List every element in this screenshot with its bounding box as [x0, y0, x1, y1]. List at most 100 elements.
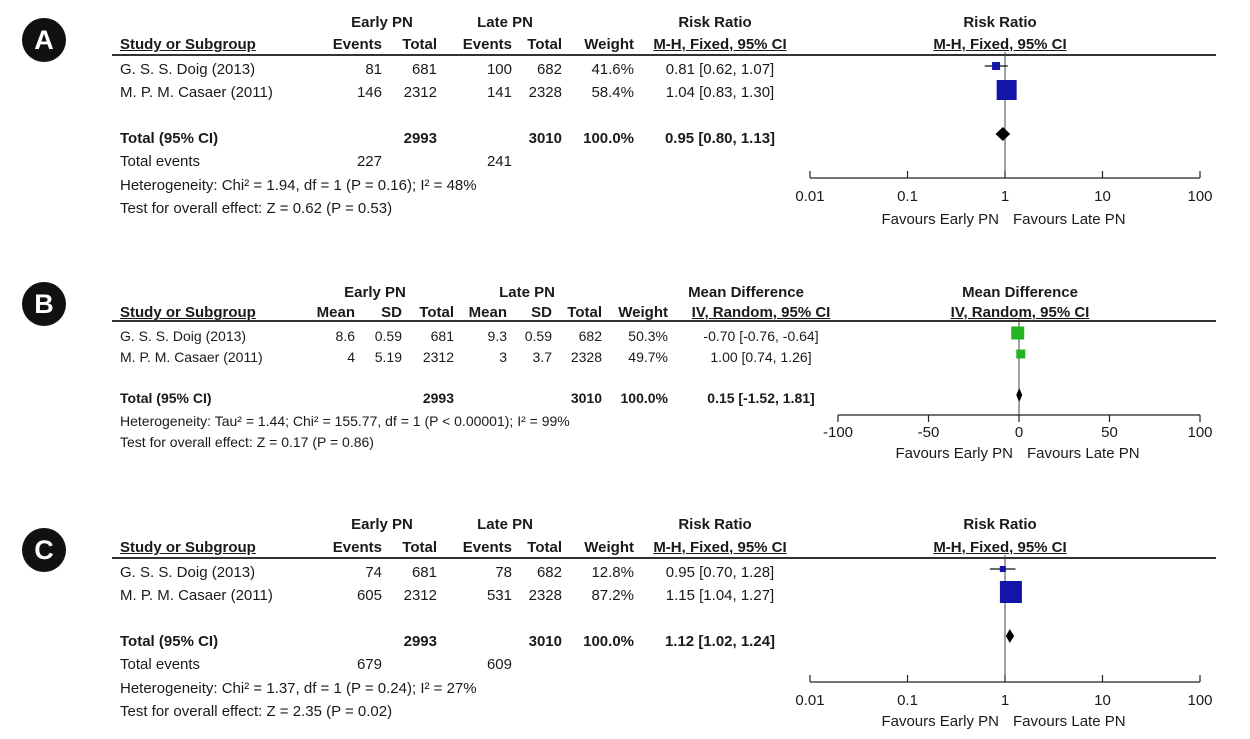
total-cell: 100.0%	[583, 633, 634, 650]
study-point-marker	[992, 62, 1001, 70]
col-header-study: Study or Subgroup	[120, 539, 256, 556]
x-tick-label: 1	[1001, 188, 1009, 205]
study-cell: 3	[499, 349, 507, 365]
study-point-marker	[1011, 326, 1025, 340]
forest-panel-a: A Early PN Late PN Risk Ratio Risk Ratio…	[0, 0, 1250, 240]
x-tick-label: 10	[1094, 188, 1111, 205]
events-name: Total events	[120, 656, 201, 673]
total-ci: 1.12 [1.02, 1.24]	[664, 633, 776, 650]
study-cell: 9.3	[487, 328, 507, 344]
col-header-weight: Weight	[618, 304, 668, 321]
study-cell: 2312	[422, 349, 454, 365]
study-cell: 682	[536, 61, 562, 78]
study-point-marker	[999, 566, 1006, 572]
study-cell: 681	[411, 61, 437, 78]
study-cell: 681	[430, 328, 454, 344]
total-name: Total (95% CI)	[120, 633, 219, 650]
study-ci: 0.81 [0.62, 1.07]	[665, 61, 775, 78]
heterogeneity: Heterogeneity: Chi² = 1.94, df = 1 (P = …	[120, 177, 477, 194]
forest-plot-a: 0.01 0.1 1 10 100 Favours Early PN Favours Lat…	[795, 52, 1213, 228]
study-cell: 681	[411, 564, 437, 581]
total-cell: 100.0%	[583, 130, 634, 147]
header-rule	[112, 557, 1216, 559]
x-tick-label: -50	[918, 424, 940, 441]
study-name: G. S. S. Doig (2013)	[120, 564, 256, 581]
study-ci: -0.70 [-0.76, -0.64]	[703, 328, 819, 344]
study-cell: 100	[486, 61, 512, 78]
total-cell: 3010	[528, 633, 562, 650]
col-header-sd-late: SD	[531, 304, 552, 321]
effect-header: Mean Difference	[688, 284, 804, 301]
col-header-events-late: Events	[462, 36, 512, 53]
heterogeneity: Heterogeneity: Tau² = 1.44; Chi² = 155.7…	[120, 413, 570, 429]
study-cell: 81	[365, 61, 382, 78]
study-ci: 0.95 [0.70, 1.28]	[665, 564, 775, 581]
total-name: Total (95% CI)	[120, 130, 219, 147]
study-name: M. P. M. Casaer (2011)	[120, 84, 273, 101]
events-cell: 227	[356, 153, 382, 170]
study-cell: 141	[486, 84, 512, 101]
overall-effect: Test for overall effect: Z = 0.17 (P = 0…	[120, 434, 374, 450]
col-header-total-late: Total	[567, 304, 602, 321]
total-ci: 0.15 [-1.52, 1.81]	[707, 390, 815, 406]
study-name: M. P. M. Casaer (2011)	[120, 587, 273, 604]
study-cell: 8.6	[335, 328, 355, 344]
effect-header: Risk Ratio	[678, 516, 752, 533]
study-cell: 682	[578, 328, 602, 344]
x-tick-label: 100	[1187, 188, 1212, 205]
header-rule	[112, 54, 1216, 56]
group-header-early: Early PN	[351, 14, 413, 31]
plot-method-header: M-H, Fixed, 95% CI	[933, 539, 1067, 556]
x-tick-label: 0.1	[897, 188, 918, 205]
group-header-late: Late PN	[477, 516, 533, 533]
total-diamond	[1016, 388, 1023, 402]
study-cell: 2312	[403, 587, 437, 604]
study-point-marker	[999, 581, 1022, 603]
events-cell: 241	[486, 153, 512, 170]
group-header-early: Early PN	[351, 516, 413, 533]
study-ci: 1.00 [0.74, 1.26]	[710, 349, 812, 365]
plot-header: Mean Difference	[962, 284, 1078, 301]
overall-effect: Test for overall effect: Z = 2.35 (P = 0…	[120, 703, 393, 720]
study-cell: 146	[356, 84, 382, 101]
col-header-total-late: Total	[527, 539, 562, 556]
total-cell: 2993	[403, 130, 437, 147]
x-tick-label: 100	[1187, 692, 1212, 709]
col-header-events-early: Events	[332, 36, 382, 53]
study-cell: 0.59	[374, 328, 402, 344]
study-cell: 49.7%	[628, 349, 668, 365]
col-header-weight: Weight	[584, 36, 634, 53]
col-header-total-late: Total	[527, 36, 562, 53]
study-ci: 1.15 [1.04, 1.27]	[665, 587, 775, 604]
forest-panel-c: C Early PN Late PN Risk Ratio Risk Ratio…	[0, 502, 1250, 739]
study-cell: 50.3%	[628, 328, 668, 344]
col-header-study: Study or Subgroup	[120, 36, 256, 53]
group-header-late: Late PN	[499, 284, 555, 301]
events-name: Total events	[120, 153, 201, 170]
total-cell: 3010	[528, 130, 562, 147]
study-cell: 682	[536, 564, 562, 581]
total-diamond	[1005, 629, 1015, 643]
x-tick-label: 50	[1101, 424, 1118, 441]
header-rule	[112, 320, 1216, 322]
x-tick-label: 100	[1187, 424, 1212, 441]
col-header-ci: IV, Random, 95% CI	[691, 304, 831, 321]
study-cell: 3.7	[532, 349, 552, 365]
study-name: M. P. M. Casaer (2011)	[120, 349, 263, 365]
col-header-mean-early: Mean	[316, 304, 355, 321]
forest-panel-b: B Early PN Late PN Mean Difference Mean …	[0, 268, 1250, 478]
favours-left-label: Favours Early PN	[895, 445, 1013, 462]
plot-header: Risk Ratio	[963, 14, 1037, 31]
col-header-ci: M-H, Fixed, 95% CI	[653, 539, 787, 556]
plot-method-header: M-H, Fixed, 95% CI	[933, 36, 1067, 53]
study-cell: 4	[347, 349, 355, 365]
study-cell: 87.2%	[591, 587, 634, 604]
x-tick-label: 10	[1094, 692, 1111, 709]
study-name: G. S. S. Doig (2013)	[120, 61, 256, 78]
study-cell: 12.8%	[591, 564, 634, 581]
study-name: G. S. S. Doig (2013)	[120, 328, 247, 344]
x-tick-label: 0.01	[795, 692, 824, 709]
col-header-study: Study or Subgroup	[120, 304, 256, 321]
col-header-total-early: Total	[402, 36, 437, 53]
favours-right-label: Favours Late PN	[1013, 211, 1126, 228]
